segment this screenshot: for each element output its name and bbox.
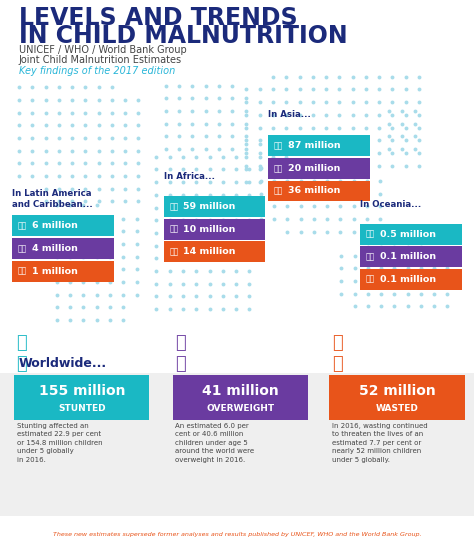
Bar xyxy=(12,238,114,259)
Bar xyxy=(0,373,474,516)
Bar xyxy=(360,246,462,267)
Bar xyxy=(164,241,265,262)
Text: 👤
👤: 👤 👤 xyxy=(332,334,343,373)
Text: Worldwide...: Worldwide... xyxy=(19,357,107,370)
Text: 10 million: 10 million xyxy=(183,225,236,233)
Bar xyxy=(12,215,114,236)
Text: ⛹⛹: ⛹⛹ xyxy=(366,275,375,284)
Bar xyxy=(0,518,474,552)
Text: STUNTED: STUNTED xyxy=(58,404,106,413)
Text: In Latin America
and Caribbean...: In Latin America and Caribbean... xyxy=(12,189,92,209)
Text: OVERWEIGHT: OVERWEIGHT xyxy=(207,404,274,413)
Text: ⛹⛹: ⛹⛹ xyxy=(18,221,27,230)
Text: 👤
👤: 👤 👤 xyxy=(17,334,27,373)
Text: ⛹⛹: ⛹⛹ xyxy=(366,252,375,261)
Text: ⛹⛹: ⛹⛹ xyxy=(169,225,179,233)
Text: 59 million: 59 million xyxy=(183,202,236,211)
Text: 0.1 million: 0.1 million xyxy=(380,252,436,261)
Bar xyxy=(173,375,308,420)
Text: 4 million: 4 million xyxy=(32,244,78,253)
Text: 52 million: 52 million xyxy=(359,384,435,398)
Text: 41 million: 41 million xyxy=(202,384,279,398)
Text: An estimated 6.0 per
cent or 40.6 million
children under age 5
around the world : An estimated 6.0 per cent or 40.6 millio… xyxy=(175,423,255,463)
Bar xyxy=(268,158,370,179)
Bar xyxy=(268,181,370,201)
Text: ⛹⛹: ⛹⛹ xyxy=(273,187,283,195)
Text: UNICEF / WHO / World Bank Group: UNICEF / WHO / World Bank Group xyxy=(19,45,187,55)
Text: 14 million: 14 million xyxy=(183,247,236,256)
Bar xyxy=(164,219,265,240)
Text: 👤
👤: 👤 👤 xyxy=(175,334,186,373)
Text: 6 million: 6 million xyxy=(32,221,78,230)
Bar xyxy=(360,269,462,290)
Bar xyxy=(12,261,114,282)
Text: 155 million: 155 million xyxy=(38,384,125,398)
Text: WASTED: WASTED xyxy=(375,404,419,413)
Text: Stunting affected an
estimated 22.9 per cent
or 154.8 million children
under 5 g: Stunting affected an estimated 22.9 per … xyxy=(17,423,102,463)
Text: ⛹⛹: ⛹⛹ xyxy=(366,230,375,238)
Text: In Asia...: In Asia... xyxy=(268,110,310,119)
Text: In Oceania...: In Oceania... xyxy=(360,200,421,209)
Text: ⛹⛹: ⛹⛹ xyxy=(18,244,27,253)
Text: 1 million: 1 million xyxy=(32,267,78,275)
Bar xyxy=(268,135,370,156)
Text: ⛹⛹: ⛹⛹ xyxy=(273,141,283,150)
Text: Joint Child Malnutrition Estimates: Joint Child Malnutrition Estimates xyxy=(19,55,182,65)
Bar xyxy=(329,375,465,420)
Text: In Africa...: In Africa... xyxy=(164,172,215,181)
Bar xyxy=(360,224,462,245)
Bar xyxy=(14,375,149,420)
Text: 36 million: 36 million xyxy=(288,187,340,195)
Text: 0.1 million: 0.1 million xyxy=(380,275,436,284)
Text: ⛹⛹: ⛹⛹ xyxy=(169,247,179,256)
Text: ⛹⛹: ⛹⛹ xyxy=(273,164,283,173)
Text: In 2016, wasting continued
to threaten the lives of an
estimated 7.7 per cent or: In 2016, wasting continued to threaten t… xyxy=(332,423,428,463)
Text: 0.5 million: 0.5 million xyxy=(380,230,436,238)
Text: ⛹⛹: ⛹⛹ xyxy=(169,202,179,211)
Text: IN CHILD MALNUTRITION: IN CHILD MALNUTRITION xyxy=(19,24,347,47)
Bar xyxy=(164,196,265,217)
Text: ⛹⛹: ⛹⛹ xyxy=(18,267,27,275)
Text: Key findings of the 2017 edition: Key findings of the 2017 edition xyxy=(19,66,175,76)
Text: These new estimates supersede former analyses and results published by UNICEF, W: These new estimates supersede former ana… xyxy=(53,532,421,537)
Text: LEVELS AND TRENDS: LEVELS AND TRENDS xyxy=(19,6,298,29)
Text: 87 million: 87 million xyxy=(288,141,340,150)
Text: 20 million: 20 million xyxy=(288,164,340,173)
